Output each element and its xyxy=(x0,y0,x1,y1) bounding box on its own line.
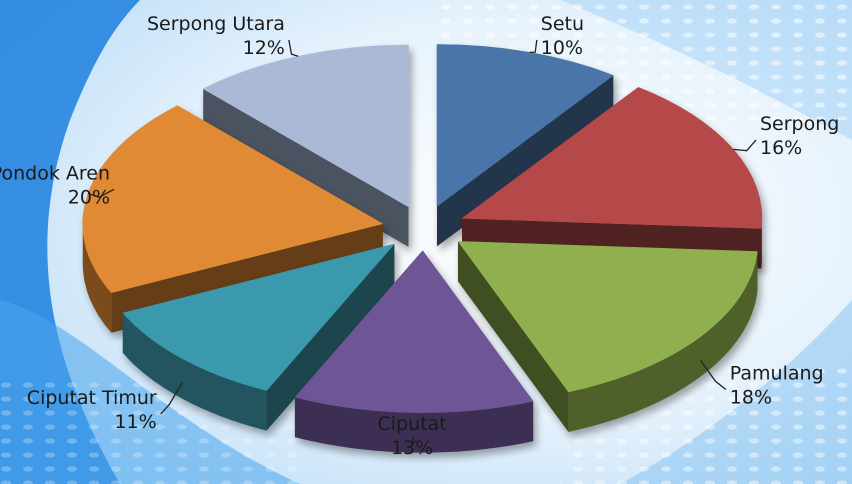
pie-slice-wall xyxy=(122,313,267,431)
pie-slice-setu xyxy=(436,44,614,247)
pie-slice-top xyxy=(202,44,409,208)
pie-slice-wall xyxy=(294,397,534,453)
pie-slice-top xyxy=(457,241,758,393)
pie-slice-side xyxy=(203,88,409,247)
leader-line-serpong-utara xyxy=(288,39,299,57)
data-label-name-ciputat-timur: Ciputat Timur xyxy=(27,387,157,409)
data-label-value-pondok-aren: 20% xyxy=(68,186,110,208)
pie-slice-top xyxy=(294,250,534,413)
data-label-name-pondok-aren: Pondok Aren xyxy=(0,162,110,184)
pie-slice-wall xyxy=(568,251,758,432)
leader-line-pamulang xyxy=(700,360,727,390)
leader-line-pondok-aren xyxy=(87,188,115,199)
data-label-name-pamulang: Pamulang xyxy=(730,362,824,384)
data-label-name-serpong-utara: Serpong Utara xyxy=(147,13,285,35)
data-label-value-serpong: 16% xyxy=(760,137,802,159)
data-label-value-setu: 10% xyxy=(541,37,583,59)
leader-line-ciputat xyxy=(411,436,417,447)
pie-slice-ciputat xyxy=(294,250,534,453)
pie-slice-side xyxy=(457,241,569,432)
data-label-value-pamulang: 18% xyxy=(730,386,772,408)
pie-slice-top xyxy=(436,44,614,207)
pie-slice-ciputat-timur xyxy=(122,243,396,431)
leader-line-setu xyxy=(529,39,538,54)
pie-slice-top xyxy=(461,86,763,229)
data-label-name-serpong: Serpong xyxy=(760,113,839,135)
pie-slice-top xyxy=(122,243,396,391)
data-label-value-ciputat-timur: 11% xyxy=(114,411,156,433)
pie-slice-serpong-utara xyxy=(202,44,409,247)
leader-line-ciputat-timur xyxy=(160,382,183,415)
data-label-name-setu: Setu xyxy=(541,13,584,35)
pie-slices xyxy=(82,44,763,453)
leader-line-serpong xyxy=(733,139,757,152)
data-label-value-serpong-utara: 12% xyxy=(243,37,285,59)
pie-slice-wall xyxy=(82,223,112,333)
pie-slice-pamulang xyxy=(457,241,758,432)
pie-slice-wall xyxy=(761,218,763,269)
data-label-value-ciputat: 13% xyxy=(391,437,433,459)
data-label-name-ciputat: Ciputat xyxy=(378,413,447,435)
pie-slice-side xyxy=(436,75,614,247)
